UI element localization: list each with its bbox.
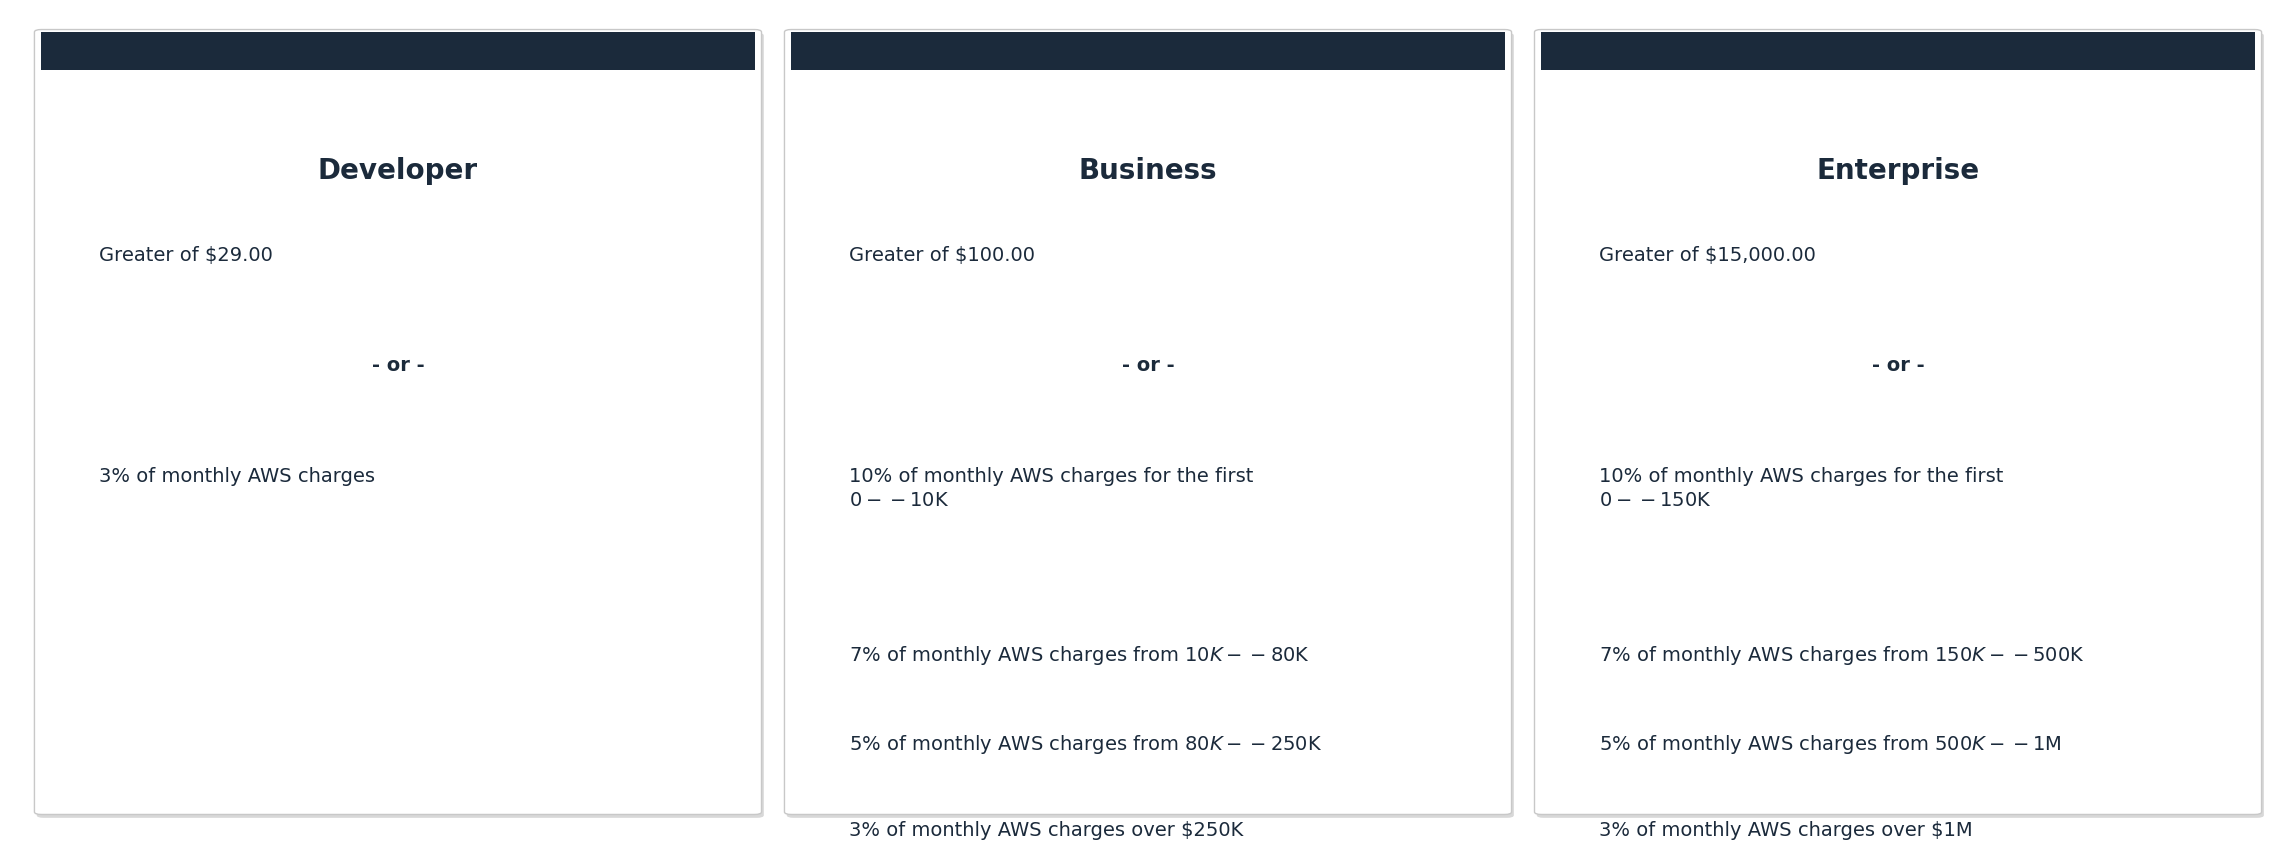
Bar [792,32,1504,70]
Text: 7% of monthly AWS charges from $150K--$500K: 7% of monthly AWS charges from $150K--$5… [1598,644,2085,667]
FancyBboxPatch shape [34,30,762,814]
Text: 10% of monthly AWS charges for the first
$0--$150K: 10% of monthly AWS charges for the first… [1598,467,2002,510]
Text: Greater of $100.00: Greater of $100.00 [850,246,1035,265]
Text: Greater of $15,000.00: Greater of $15,000.00 [1598,246,1816,265]
FancyBboxPatch shape [37,33,765,818]
FancyBboxPatch shape [788,33,1513,818]
Bar [1541,32,2255,70]
Text: Greater of $29.00: Greater of $29.00 [99,246,273,265]
Text: 5% of monthly AWS charges from $500K--$1M: 5% of monthly AWS charges from $500K--$1… [1598,733,2062,755]
Text: 3% of monthly AWS charges over $250K: 3% of monthly AWS charges over $250K [850,821,1242,841]
Text: Developer: Developer [317,157,478,186]
Text: - or -: - or - [372,356,425,375]
Text: - or -: - or - [1123,356,1173,375]
FancyBboxPatch shape [1536,33,2264,818]
Bar [41,32,755,70]
Text: Business: Business [1079,157,1217,186]
Text: 7% of monthly AWS charges from $10K--$80K: 7% of monthly AWS charges from $10K--$80… [850,644,1309,667]
Text: - or -: - or - [1871,356,1924,375]
Text: 3% of monthly AWS charges: 3% of monthly AWS charges [99,467,374,486]
Text: 10% of monthly AWS charges for the first
$0--$10K: 10% of monthly AWS charges for the first… [850,467,1254,510]
Text: 3% of monthly AWS charges over $1M: 3% of monthly AWS charges over $1M [1598,821,1972,841]
Text: Enterprise: Enterprise [1816,157,1979,186]
FancyBboxPatch shape [1534,30,2262,814]
Text: 5% of monthly AWS charges from $80K--$250K: 5% of monthly AWS charges from $80K--$25… [850,733,1322,755]
FancyBboxPatch shape [785,30,1511,814]
